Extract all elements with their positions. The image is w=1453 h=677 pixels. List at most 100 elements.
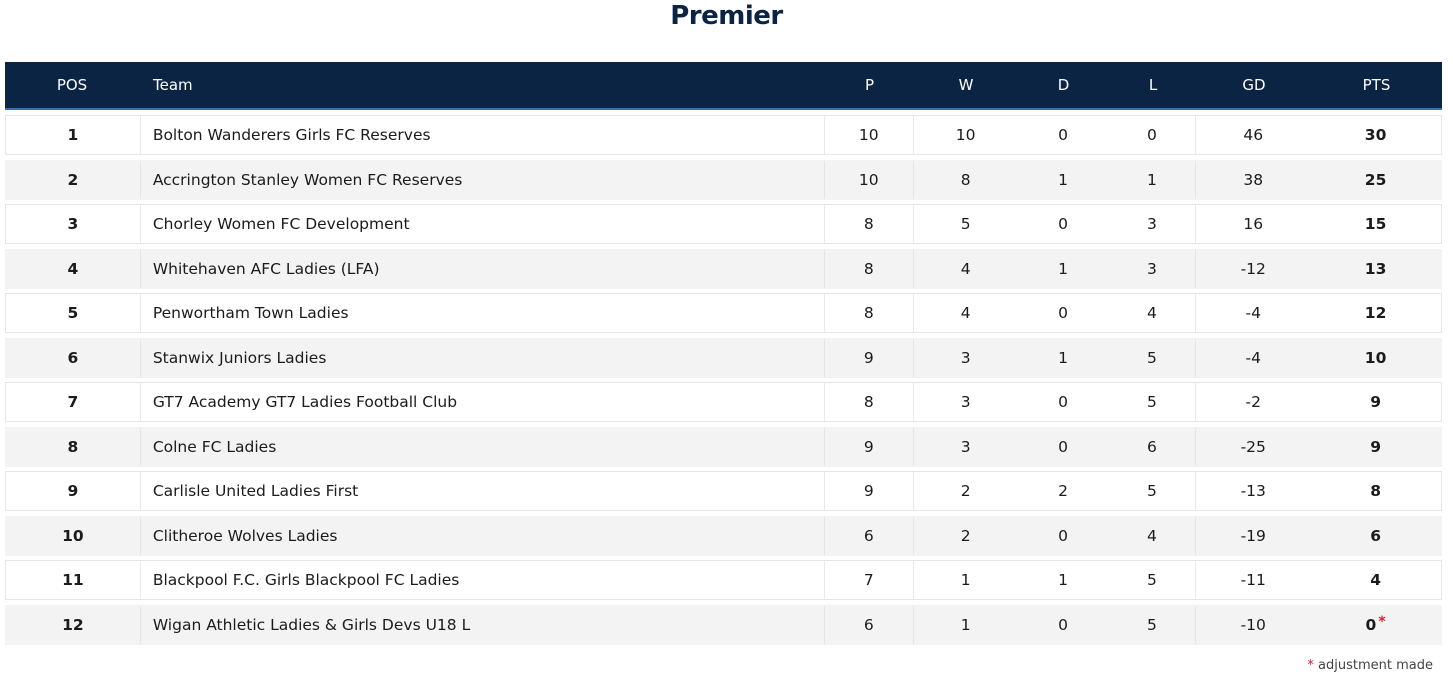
points-cell: 15 (1364, 215, 1387, 233)
goal-difference-cell: -11 (1240, 571, 1266, 589)
column-header-won: W (958, 76, 974, 94)
goal-difference-cell: -12 (1240, 259, 1266, 278)
lost-cell: 4 (1108, 294, 1197, 332)
points-cell: 8 (1370, 482, 1381, 500)
position-cell: 10 (62, 526, 84, 545)
footnote-text: adjustment made (1318, 658, 1433, 673)
drawn-cell: 0 (1058, 437, 1068, 456)
won-cell: 4 (960, 304, 971, 322)
footnote-star: * (1307, 658, 1314, 673)
position-cell: 9 (67, 482, 79, 500)
column-header-lost: L (1148, 76, 1158, 94)
played-cell: 9 (825, 427, 914, 466)
table-row: 3 Chorley Women FC Development 8 5 0 3 1… (5, 204, 1442, 244)
team-name-cell: Bolton Wanderers Girls FC Reserves (139, 116, 825, 154)
team-name-cell: Blackpool F.C. Girls Blackpool FC Ladies (139, 561, 825, 599)
adjustment-marker: * (1378, 613, 1386, 630)
page-title: Premier (670, 1, 783, 31)
team-name-cell: Whitehaven AFC Ladies (LFA) (139, 249, 825, 288)
played-cell: 9 (825, 338, 914, 377)
table-row: 1 Bolton Wanderers Girls FC Reserves 10 … (5, 115, 1442, 155)
won-cell: 1 (960, 615, 971, 634)
team-name-cell: Stanwix Juniors Ladies (139, 338, 825, 377)
played-cell: 8 (825, 294, 914, 332)
column-header-team: Team (153, 76, 193, 94)
lost-cell: 3 (1108, 249, 1197, 288)
points-cell: 12 (1364, 304, 1387, 322)
table-row: 8 Colne FC Ladies 9 3 0 6 -25 9 (5, 426, 1442, 467)
column-header-pos: POS (56, 76, 88, 94)
position-cell: 12 (62, 615, 84, 634)
position-cell: 3 (67, 215, 79, 233)
won-cell: 2 (960, 482, 971, 500)
goal-difference-cell: -19 (1240, 526, 1266, 545)
team-name-cell: Penwortham Town Ladies (139, 294, 825, 332)
table-row: 7 GT7 Academy GT7 Ladies Football Club 8… (5, 382, 1442, 422)
played-cell: 8 (825, 249, 914, 288)
position-cell: 6 (67, 348, 79, 367)
drawn-cell: 0 (1058, 304, 1068, 322)
points-cell: 25 (1364, 170, 1387, 189)
lost-cell: 4 (1108, 516, 1197, 555)
team-name-cell: GT7 Academy GT7 Ladies Football Club (139, 383, 825, 421)
drawn-cell: 0 (1058, 615, 1068, 634)
lost-cell: 3 (1108, 205, 1197, 243)
lost-cell: 5 (1108, 472, 1197, 510)
drawn-cell: 1 (1058, 170, 1068, 189)
goal-difference-cell: -2 (1245, 393, 1261, 411)
column-header-drawn: D (1057, 76, 1070, 94)
won-cell: 3 (960, 437, 971, 456)
lost-cell: 5 (1108, 338, 1197, 377)
drawn-cell: 0 (1058, 126, 1068, 144)
played-cell: 6 (825, 516, 914, 555)
played-cell: 8 (825, 383, 914, 421)
drawn-cell: 1 (1058, 571, 1068, 589)
won-cell: 8 (960, 170, 971, 189)
drawn-cell: 0 (1058, 215, 1068, 233)
position-cell: 7 (67, 393, 79, 411)
team-name-cell: Wigan Athletic Ladies & Girls Devs U18 L (139, 605, 825, 644)
drawn-cell: 0 (1058, 526, 1068, 545)
goal-difference-cell: -13 (1240, 482, 1266, 500)
played-cell: 8 (825, 205, 914, 243)
lost-cell: 0 (1108, 116, 1197, 154)
points-cell: 6 (1370, 526, 1381, 545)
position-cell: 5 (67, 304, 79, 322)
goal-difference-cell: -4 (1245, 304, 1261, 322)
table-row: 2 Accrington Stanley Women FC Reserves 1… (5, 159, 1442, 200)
drawn-cell: 1 (1058, 259, 1068, 278)
table-row: 6 Stanwix Juniors Ladies 9 3 1 5 -4 10 (5, 337, 1442, 378)
goal-difference-cell: -10 (1240, 615, 1266, 634)
goal-difference-cell: 46 (1243, 126, 1264, 144)
won-cell: 2 (960, 526, 971, 545)
position-cell: 4 (67, 259, 79, 278)
goal-difference-cell: 16 (1243, 215, 1264, 233)
points-cell: 9 (1370, 393, 1381, 411)
won-cell: 1 (960, 571, 971, 589)
position-cell: 2 (67, 170, 79, 189)
won-cell: 3 (960, 393, 971, 411)
table-row: 10 Clitheroe Wolves Ladies 6 2 0 4 -19 6 (5, 515, 1442, 556)
drawn-cell: 1 (1058, 348, 1068, 367)
played-cell: 10 (825, 160, 914, 199)
points-cell: 30 (1364, 126, 1387, 144)
team-name-cell: Carlisle United Ladies First (139, 472, 825, 510)
points-cell: 4 (1370, 571, 1381, 589)
drawn-cell: 0 (1058, 393, 1068, 411)
points-cell: 9 (1370, 437, 1381, 456)
column-header-goal-difference: GD (1242, 76, 1266, 94)
league-table: POS Team P W D L GD PTS 1 Bolton Wandere… (5, 62, 1442, 649)
adjustment-footnote: * adjustment made (1307, 658, 1433, 673)
lost-cell: 5 (1108, 383, 1197, 421)
table-row: 12 Wigan Athletic Ladies & Girls Devs U1… (5, 604, 1442, 645)
position-cell: 11 (62, 571, 84, 589)
table-header: POS Team P W D L GD PTS (5, 62, 1442, 110)
points-cell: 10 (1364, 348, 1387, 367)
column-header-played: P (864, 76, 875, 94)
table-row: 5 Penwortham Town Ladies 8 4 0 4 -4 12 (5, 293, 1442, 333)
points-cell: 13 (1364, 259, 1387, 278)
played-cell: 6 (825, 605, 914, 644)
points-value: 0 (1365, 615, 1377, 634)
table-row: 4 Whitehaven AFC Ladies (LFA) 8 4 1 3 -1… (5, 248, 1442, 289)
won-cell: 10 (955, 126, 976, 144)
